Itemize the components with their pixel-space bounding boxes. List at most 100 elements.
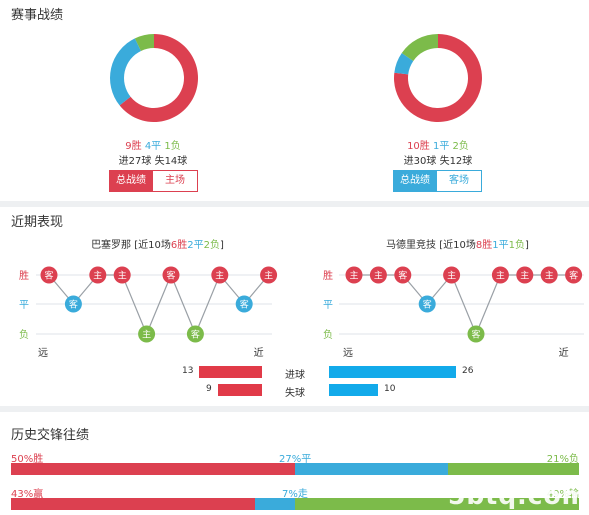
home-match-venue: 主: [264, 270, 273, 282]
away-form-line: [354, 273, 574, 336]
home-match-dot[interactable]: [186, 325, 204, 343]
away-match-venue: 主: [374, 270, 383, 282]
home-row-label-W: 胜: [19, 270, 29, 282]
home-tab-home[interactable]: 主场: [153, 170, 198, 192]
away-donut-slice-win: [394, 34, 482, 122]
watermark-logo: 5btq.com: [448, 481, 589, 510]
handicap-segment-mid: [255, 498, 295, 510]
away-match-dot[interactable]: [443, 266, 461, 284]
home-donut-slice-loss: [134, 34, 154, 51]
home-match-venue: 主: [215, 270, 224, 282]
history-segment-win: [11, 463, 295, 475]
home-match-dot[interactable]: [40, 266, 58, 284]
history-loss-label: 21%负: [546, 454, 579, 465]
away-goals-bar: [329, 366, 456, 378]
goals-label: 进球: [285, 370, 305, 381]
home-summary-prefix: [近10场: [134, 240, 171, 251]
home-record-donut: [110, 34, 198, 122]
home-summary-suffix: ]: [220, 240, 224, 251]
home-goals: 进27球 失14球: [118, 156, 188, 167]
home-losses: 1负: [164, 141, 181, 152]
home-match-venue: 主: [93, 270, 102, 282]
conceded-label: 失球: [285, 388, 305, 399]
home-match-dot[interactable]: [113, 266, 131, 284]
away-donut-slice-loss: [401, 34, 438, 61]
away-match-venue: 主: [349, 270, 358, 282]
home-match-venue: 客: [69, 299, 78, 311]
away-recent-header: 马德里竞技 [近10场8胜1平1负]: [330, 236, 585, 251]
home-match-dot[interactable]: [64, 295, 82, 313]
away-losses: 2负: [452, 141, 469, 152]
home-donut-slice-draw: [110, 38, 141, 106]
away-match-dot[interactable]: [394, 266, 412, 284]
home-match-venue: 客: [191, 329, 200, 341]
away-match-dot[interactable]: [369, 266, 387, 284]
history-panel: 历史交锋往绩 50%胜 27%平 21%负 43%赢 7%走 49%输 5btq…: [0, 412, 589, 515]
away-match-dot[interactable]: [467, 325, 485, 343]
away-tab-total[interactable]: 总战绩: [393, 170, 437, 192]
handicap-win-label: 43%赢: [11, 489, 44, 500]
away-goals: 进30球 失12球: [403, 156, 473, 167]
away-goals-value: 26: [462, 366, 474, 376]
home-match-dot[interactable]: [162, 266, 180, 284]
handicap-segment-win: [11, 498, 256, 510]
handicap-push-label: 7%走: [282, 489, 308, 500]
away-match-dot[interactable]: [516, 266, 534, 284]
home-conceded-value: 9: [206, 384, 212, 394]
home-row-label-L: 负: [19, 328, 29, 341]
history-result-bar: [11, 463, 579, 475]
home-near-label: 近: [254, 346, 264, 359]
away-tab-away[interactable]: 客场: [437, 170, 482, 192]
away-record-tabs: 总战绩 客场: [393, 170, 482, 192]
away-draws: 1平: [432, 141, 450, 152]
home-match-dot[interactable]: [235, 295, 253, 313]
away-match-venue: 主: [520, 270, 529, 282]
away-match-venue: 主: [545, 270, 554, 282]
home-goals-value: 13: [182, 366, 194, 376]
home-tab-total[interactable]: 总战绩: [109, 170, 153, 192]
home-wins: 9胜: [125, 141, 142, 152]
home-recent-losses: 2负: [203, 240, 221, 251]
home-team-name: 巴塞罗那: [91, 240, 132, 251]
away-match-dot[interactable]: [565, 266, 583, 284]
away-team-name: 马德里竞技: [386, 240, 437, 251]
handicap-segment-loss: [295, 498, 579, 510]
away-record-summary: 10胜 1平 2负: [388, 137, 488, 152]
away-match-venue: 主: [496, 270, 505, 282]
home-goals-bar: [198, 366, 262, 378]
home-record-summary: 9胜 4平 1负: [103, 137, 203, 152]
away-match-venue: 客: [398, 270, 407, 282]
away-conceded-bar: [329, 384, 378, 396]
home-match-venue: 客: [166, 270, 175, 282]
home-recent-header: 巴塞罗那 [近10场6胜2平2负]: [40, 236, 275, 251]
home-row-label-D: 平: [19, 300, 29, 311]
away-row-label-D: 平: [323, 300, 333, 311]
away-form-chart: 胜平负主主客客主客主主主客远近: [323, 266, 584, 359]
home-match-dot[interactable]: [138, 325, 156, 343]
home-match-dot[interactable]: [89, 266, 107, 284]
history-draw-label: 27%平: [279, 454, 312, 465]
home-donut-slice-win: [119, 34, 198, 122]
home-draws: 4平: [144, 141, 162, 152]
handicap-result-bar: [11, 498, 579, 510]
home-match-dot[interactable]: [211, 266, 229, 284]
home-recent-draws: 2平: [187, 240, 204, 251]
away-far-label: 远: [343, 347, 353, 359]
away-match-dot[interactable]: [345, 266, 363, 284]
recent-title: 近期表现: [11, 215, 64, 230]
record-panel: 赛事战绩 9胜 4平 1负 进27球 失14球 总战绩 主场 10胜 1平 2负…: [0, 0, 589, 201]
history-segment-loss: [448, 463, 579, 475]
away-recent-draws: 1平: [492, 240, 509, 251]
away-match-venue: 客: [471, 329, 480, 341]
home-match-venue: 客: [240, 299, 249, 311]
home-form-chart: 胜平负客客主 主主客客主客主远近: [19, 266, 278, 359]
history-segment-mid: [295, 463, 449, 475]
away-match-dot[interactable]: [540, 266, 558, 284]
record-title: 赛事战绩: [11, 8, 64, 23]
home-conceded-bar: [218, 384, 262, 396]
recent-panel: 近期表现 巴塞罗那 [近10场6胜2平2负] 马德里竞技 [近10场8胜1平1负…: [0, 207, 589, 406]
home-match-dot[interactable]: [260, 266, 278, 284]
away-match-venue: 客: [423, 299, 432, 311]
away-match-dot[interactable]: [491, 266, 509, 284]
away-match-dot[interactable]: [418, 295, 436, 313]
